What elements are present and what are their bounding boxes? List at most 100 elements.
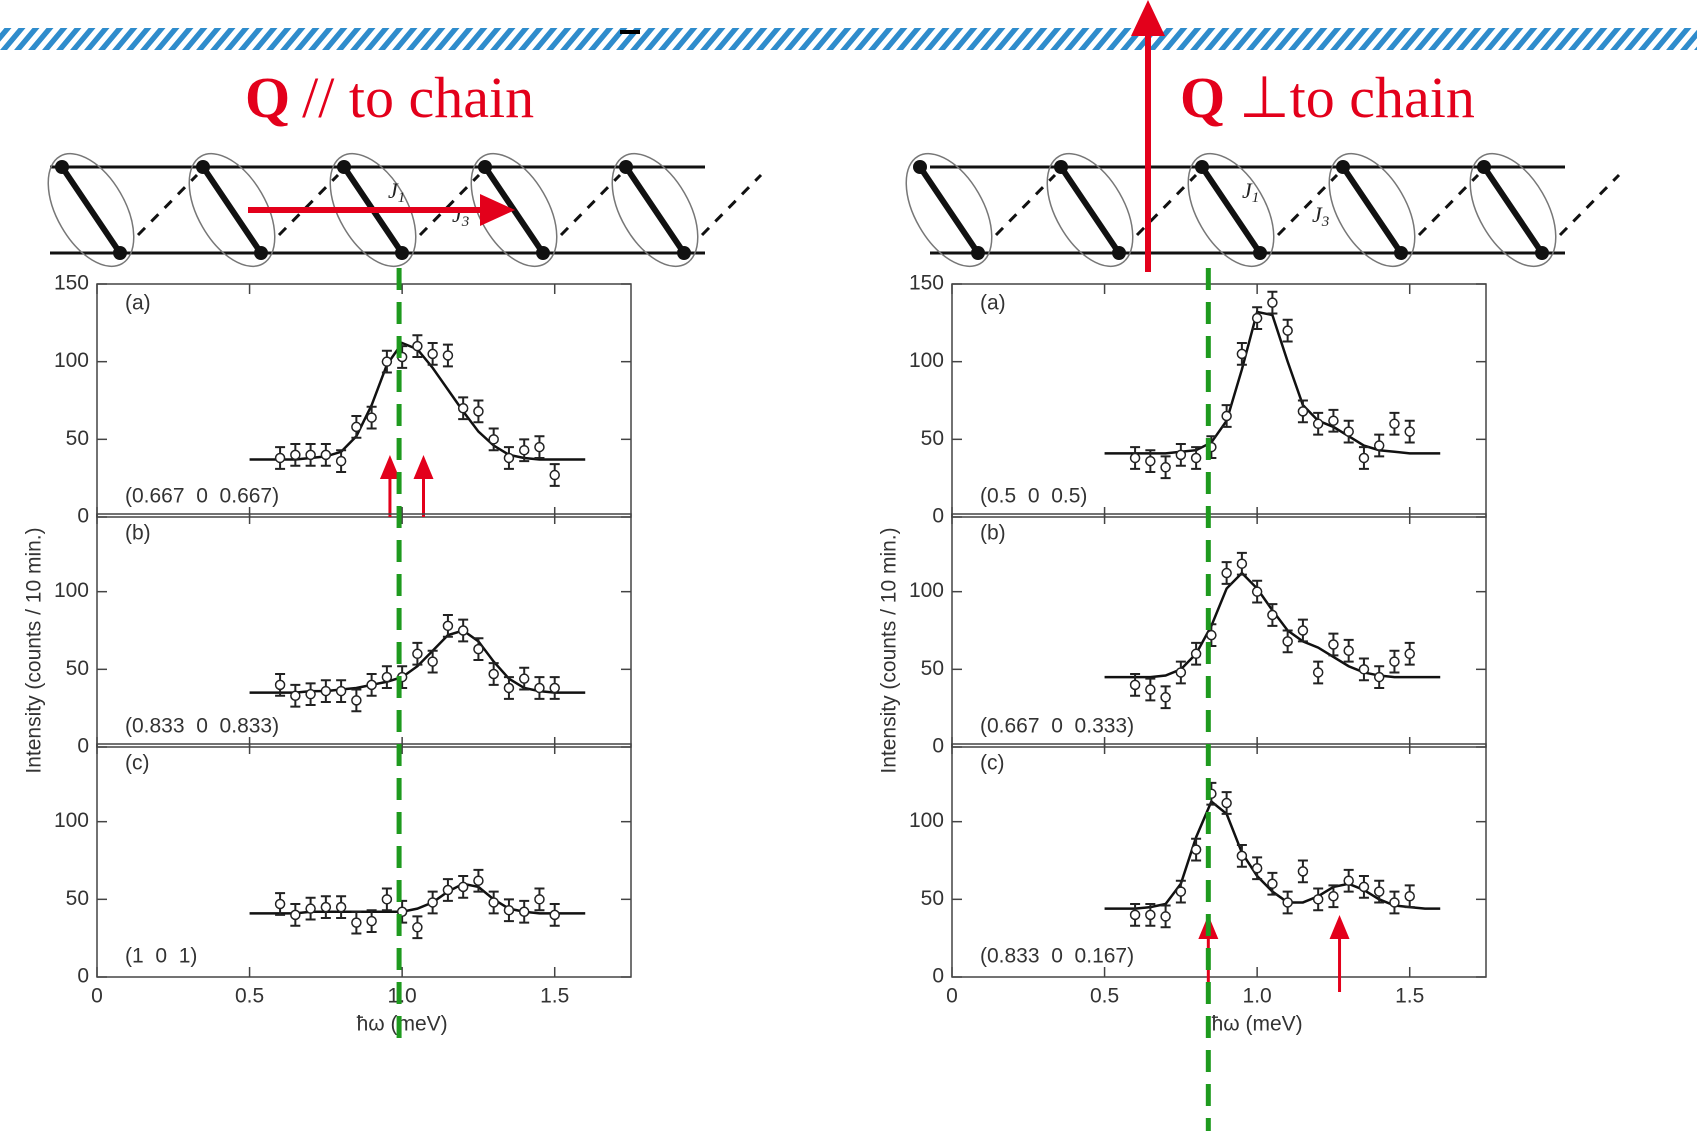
data-point (1253, 864, 1262, 873)
data-point (1344, 876, 1353, 885)
q-label: (0.833 0 0.167) (980, 945, 1134, 968)
data-point (1375, 673, 1384, 682)
spin (971, 246, 985, 260)
data-point (535, 443, 544, 452)
j3-bond (702, 175, 761, 235)
data-point (276, 453, 285, 462)
q-arrow-head (1131, 0, 1165, 36)
q-label: (0.667 0 0.333) (980, 715, 1134, 738)
data-point (367, 917, 376, 926)
data-point (520, 446, 529, 455)
header-band (0, 28, 1697, 50)
title-q: Q (245, 65, 290, 130)
data-point (352, 696, 361, 705)
mode-arrow-head (414, 455, 434, 479)
data-point (1405, 427, 1414, 436)
panel-label: (b) (980, 522, 1006, 545)
data-point (1207, 631, 1216, 640)
data-point (489, 898, 498, 907)
q-label: (1 0 1) (125, 945, 197, 968)
data-point (1222, 569, 1231, 578)
panel-label: (c) (125, 752, 150, 775)
panel-label: (a) (125, 292, 151, 315)
y-tick-label: 50 (66, 427, 89, 450)
data-point (1298, 407, 1307, 416)
y-tick-label: 0 (932, 505, 944, 528)
data-point (1390, 657, 1399, 666)
y-tick-label: 100 (909, 809, 944, 832)
data-point (1131, 453, 1140, 462)
chain-diagram (889, 139, 1619, 280)
data-point (382, 895, 391, 904)
spin (677, 246, 691, 260)
data-point (1268, 298, 1277, 307)
data-point (1176, 450, 1185, 459)
data-point (367, 413, 376, 422)
j3-bond (138, 175, 197, 235)
data-point (428, 349, 437, 358)
data-point (1359, 882, 1368, 891)
q-label: (0.5 0 0.5) (980, 485, 1087, 508)
j3-bond (279, 175, 338, 235)
x-axis-label: ħω (meV) (357, 1013, 448, 1036)
j3-bond (561, 175, 620, 235)
j-sub: 1 (398, 190, 406, 206)
plot-frame (97, 514, 631, 747)
data-point (428, 657, 437, 666)
y-tick-label: 0 (932, 735, 944, 758)
data-point (1359, 665, 1368, 674)
data-point (474, 645, 483, 654)
data-point (1359, 453, 1368, 462)
j3-label: J3 (1312, 202, 1329, 230)
j-sub: 3 (461, 214, 470, 230)
data-point (1222, 412, 1231, 421)
x-tick-label: 1.0 (388, 985, 417, 1008)
data-point (382, 357, 391, 366)
spin (619, 160, 633, 174)
data-point (1176, 887, 1185, 896)
data-point (352, 422, 361, 431)
data-point (1405, 892, 1414, 901)
data-point (413, 342, 422, 351)
y-tick-label: 100 (54, 579, 89, 602)
panel-label: (a) (980, 292, 1006, 315)
data-point (1192, 453, 1201, 462)
data-point (337, 687, 346, 696)
y-axis-label: Intensity (counts / 10 min.) (878, 527, 901, 773)
data-point (504, 453, 513, 462)
data-point (1146, 910, 1155, 919)
data-point (1344, 427, 1353, 436)
panel-title: Q// to chain (245, 65, 534, 130)
data-point (1329, 416, 1338, 425)
data-point (1268, 610, 1277, 619)
header-mark (620, 30, 640, 34)
data-point (1131, 680, 1140, 689)
panel-title: Q⊥to chain (1180, 65, 1475, 130)
data-point (1253, 314, 1262, 323)
data-point (443, 886, 452, 895)
data-point (382, 673, 391, 682)
fit-line (1105, 312, 1441, 453)
spin (1477, 160, 1491, 174)
data-point (1390, 419, 1399, 428)
data-point (535, 683, 544, 692)
data-point (520, 907, 529, 916)
data-point (443, 621, 452, 630)
data-point (1161, 463, 1170, 472)
x-tick-label: 1.5 (540, 985, 569, 1008)
j3-label: J3 (452, 202, 469, 230)
data-point (1283, 898, 1292, 907)
data-point (367, 680, 376, 689)
title-q: Q (1180, 65, 1225, 130)
data-point (1405, 649, 1414, 658)
data-point (1375, 441, 1384, 450)
data-point (321, 903, 330, 912)
plot-frame (97, 284, 631, 517)
plot-frame (952, 284, 1486, 517)
y-tick-label: 50 (921, 657, 944, 680)
plot-frame (952, 744, 1486, 977)
data-point (413, 923, 422, 932)
j3-bond (1419, 175, 1478, 235)
spin (1253, 246, 1267, 260)
